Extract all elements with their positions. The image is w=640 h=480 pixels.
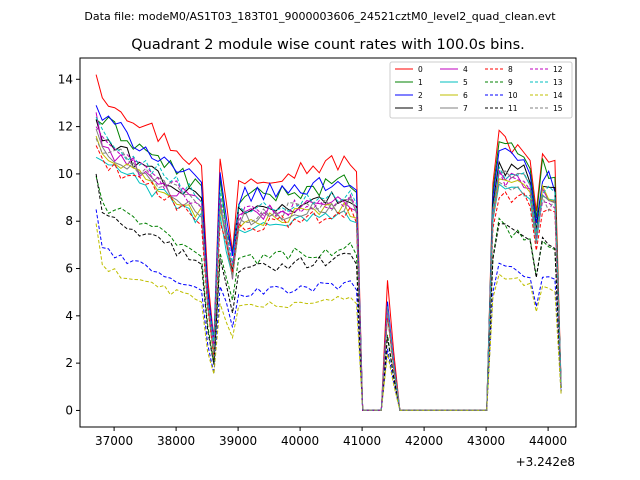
legend-label-10: 10 <box>508 91 518 100</box>
x-axis: 37000 38000 39000 40000 41000 42000 43000 44000 <box>95 427 567 448</box>
legend-label-13: 13 <box>553 78 563 87</box>
legend-label-12: 12 <box>553 65 563 74</box>
series-line-10 <box>95 209 562 411</box>
series-line-14 <box>95 223 562 411</box>
plot-frame <box>79 57 577 428</box>
x-tick-label: 43000 <box>467 434 505 448</box>
legend-label-6: 6 <box>463 91 468 100</box>
legend-label-15: 15 <box>553 104 563 113</box>
series-line-15 <box>95 138 562 411</box>
series-line-11 <box>95 173 562 411</box>
series-layer <box>95 74 562 411</box>
legend-label-5: 5 <box>463 78 468 87</box>
y-axis: 0 2 4 6 8 10 12 14 <box>58 72 80 417</box>
x-tick-label: 40000 <box>281 434 319 448</box>
x-tick-label: 42000 <box>405 434 443 448</box>
legend-label-14: 14 <box>553 91 563 100</box>
y-tick-label: 4 <box>65 309 73 323</box>
y-tick-label: 2 <box>65 356 73 370</box>
legend-label-9: 9 <box>508 78 513 87</box>
figure-suptitle: Data file: modeM0/AS1T03_183T01_90000036… <box>84 10 556 23</box>
series-line-9 <box>95 176 562 411</box>
legend-label-2: 2 <box>418 91 423 100</box>
x-tick-label: 38000 <box>157 434 195 448</box>
legend-label-8: 8 <box>508 65 513 74</box>
y-tick-label: 12 <box>58 120 73 134</box>
y-tick-label: 6 <box>65 262 73 276</box>
legend-label-3: 3 <box>418 104 423 113</box>
y-tick-label: 10 <box>58 167 73 181</box>
x-tick-label: 41000 <box>343 434 381 448</box>
y-tick-label: 8 <box>65 214 73 228</box>
chart-title: Quadrant 2 module wise count rates with … <box>131 37 525 53</box>
x-tick-label: 44000 <box>529 434 567 448</box>
x-tick-label: 37000 <box>95 434 133 448</box>
y-tick-label: 14 <box>58 72 73 86</box>
legend-label-7: 7 <box>463 104 468 113</box>
legend-box <box>389 61 573 119</box>
legend-label-11: 11 <box>508 104 518 113</box>
y-tick-label: 0 <box>65 403 73 417</box>
legend-label-4: 4 <box>463 65 468 74</box>
x-offset-label: +3.242e8 <box>516 455 575 469</box>
legend-label-1: 1 <box>418 78 423 87</box>
x-tick-label: 39000 <box>219 434 257 448</box>
legend-label-0: 0 <box>418 65 423 74</box>
